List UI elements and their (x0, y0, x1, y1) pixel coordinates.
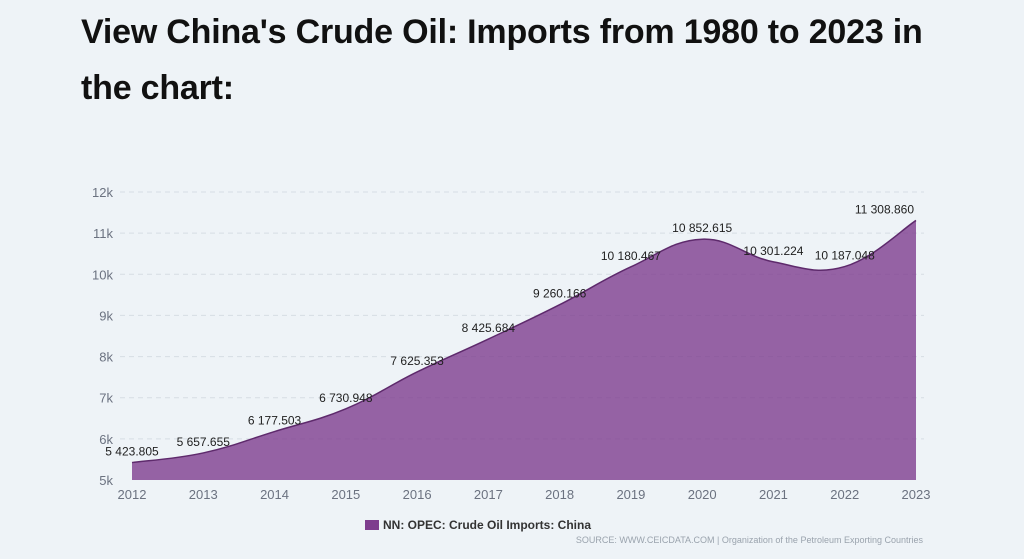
data-point[interactable] (414, 369, 420, 375)
data-point[interactable] (628, 264, 634, 270)
x-tick-label: 2021 (759, 487, 788, 502)
data-label: 11 308.860 (855, 202, 914, 216)
y-tick-label: 7k (99, 391, 113, 406)
series-area[interactable] (132, 220, 916, 480)
y-tick-label: 9k (99, 308, 113, 323)
data-label: 5 657.655 (177, 435, 231, 449)
data-point[interactable] (272, 429, 278, 435)
data-label: 6 730.948 (319, 391, 373, 405)
y-tick-label: 5k (99, 473, 113, 488)
y-tick-label: 6k (99, 432, 113, 447)
data-point[interactable] (842, 264, 848, 270)
x-tick-label: 2013 (189, 487, 218, 502)
data-label: 10 852.615 (672, 221, 732, 235)
y-axis-ticks: 5k 6k 7k 8k 9k 10k 11k 12k (92, 185, 113, 488)
page-heading: View China's Crude Oil: Imports from 198… (81, 13, 923, 107)
data-label: 10 180.467 (601, 249, 661, 263)
data-point[interactable] (770, 259, 776, 265)
data-point[interactable] (913, 217, 919, 223)
x-tick-label: 2020 (688, 487, 717, 502)
data-label: 9 260.166 (533, 287, 587, 301)
legend-swatch (365, 520, 379, 530)
data-label: 6 177.503 (248, 414, 302, 428)
data-label: 10 301.224 (743, 244, 803, 258)
data-label: 8 425.684 (462, 321, 516, 335)
x-tick-label: 2017 (474, 487, 503, 502)
x-tick-label: 2018 (545, 487, 574, 502)
x-axis-ticks: 2012 2013 2014 2015 2016 2017 2018 2019 2020 2021… (118, 487, 931, 502)
data-label: 7 625.353 (390, 354, 444, 368)
series-line (131, 219, 917, 464)
x-tick-label: 2014 (260, 487, 289, 502)
x-tick-label: 2016 (403, 487, 432, 502)
data-point[interactable] (485, 336, 491, 342)
x-tick-label: 2019 (616, 487, 645, 502)
legend[interactable]: NN: OPEC: Crude Oil Imports: China (365, 518, 591, 532)
y-tick-label: 11k (93, 226, 113, 241)
data-label: 10 187.048 (815, 249, 875, 263)
x-tick-label: 2022 (830, 487, 859, 502)
data-point[interactable] (200, 450, 206, 456)
data-point[interactable] (699, 236, 705, 242)
y-tick-label: 12k (92, 185, 113, 200)
y-tick-label: 10k (92, 267, 113, 282)
y-tick-label: 8k (99, 350, 113, 365)
x-tick-label: 2012 (118, 487, 147, 502)
data-point[interactable] (343, 406, 349, 412)
data-label: 5 423.805 (105, 445, 159, 459)
source-note: SOURCE: WWW.CEICDATA.COM | Organization … (575, 535, 923, 545)
series-area-group (129, 217, 919, 480)
legend-label: NN: OPEC: Crude Oil Imports: China (383, 518, 592, 532)
chart: 5k 6k 7k 8k 9k 10k 11k 12k 2012 2013 2014 2015 2016… (92, 185, 931, 502)
data-point[interactable] (557, 302, 563, 308)
x-tick-label: 2023 (902, 487, 931, 502)
x-tick-label: 2015 (331, 487, 360, 502)
data-point[interactable] (129, 460, 135, 466)
data-labels: 5 423.805 5 657.655 6 177.503 6 730.948 7 62… (105, 202, 914, 458)
